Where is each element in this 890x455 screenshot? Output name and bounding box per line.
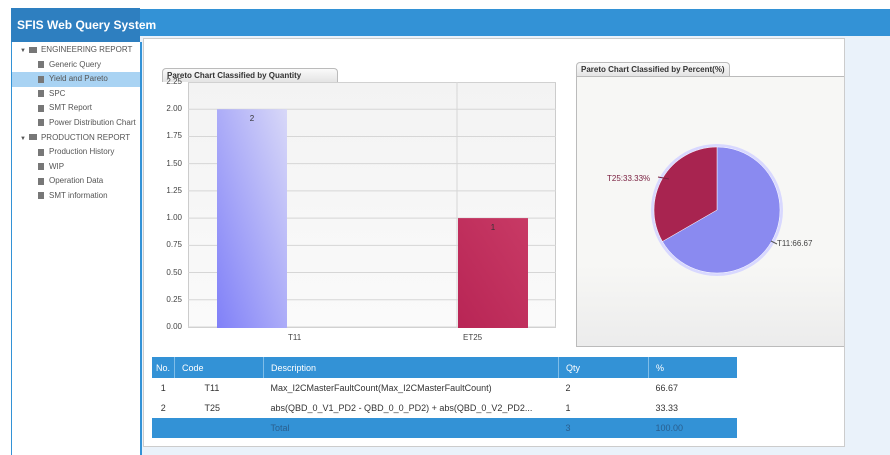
- tree-group[interactable]: ▼ PRODUCTION REPORT: [12, 131, 140, 146]
- tree-item-label: Production History: [49, 147, 115, 157]
- cell-description: abs(QBD_0_V1_PD2 - QBD_0_0_PD2) + abs(QB…: [270, 403, 533, 413]
- cell-description: Max_I2CMasterFaultCount(Max_I2CMasterFau…: [270, 383, 492, 393]
- y-tick-label: 0.00: [166, 322, 182, 331]
- cell-qty: 1: [565, 403, 571, 413]
- y-tick-label: 2.25: [166, 77, 182, 86]
- total-qty: 3: [558, 418, 649, 438]
- tree-item[interactable]: Power Distribution Chart: [12, 116, 140, 131]
- tree-item-label: Power Distribution Chart: [49, 117, 136, 127]
- total-label: Total: [263, 418, 559, 438]
- tree-item[interactable]: SMT Report: [12, 101, 140, 116]
- table-row[interactable]: 1 T11 Max_I2CMasterFaultCount(Max_I2CMas…: [152, 378, 737, 398]
- col-percent[interactable]: %: [648, 357, 738, 378]
- pie-label: T25:33.33%: [607, 174, 650, 183]
- total-percent: 100.00: [648, 418, 738, 438]
- y-tick-label: 1.50: [166, 158, 182, 168]
- cell-code: T25: [204, 403, 221, 413]
- bar-ET25[interactable]: [458, 218, 528, 328]
- expand-arrow-icon[interactable]: ▼: [20, 135, 26, 142]
- tree-item-label: Operation Data: [49, 176, 104, 186]
- tree-group[interactable]: ▼ ENGINEERING REPORT: [12, 43, 140, 58]
- table-row[interactable]: 2 T25 abs(QBD_0_V1_PD2 - QBD_0_0_PD2) + …: [152, 398, 737, 418]
- total-row: Total 3 100.00: [152, 418, 738, 438]
- y-tick-label: 0.50: [166, 267, 182, 277]
- document-icon: [38, 104, 44, 112]
- cell-empty: [152, 418, 175, 438]
- app-title: SFIS Web Query System: [11, 8, 156, 42]
- tree-item-label: SMT information: [49, 190, 108, 200]
- tree-item-label: Yield and Pareto: [49, 74, 108, 84]
- document-icon: [38, 148, 44, 156]
- tree-item-label: SMT Report: [49, 103, 92, 113]
- tree-item[interactable]: Yield and Pareto: [12, 72, 140, 87]
- tree-item[interactable]: Generic Query: [12, 58, 140, 73]
- tree-item[interactable]: SPC: [12, 87, 140, 102]
- y-tick-label: 1.25: [166, 185, 182, 195]
- sidebar-tree: ▼ ENGINEERING REPORT Generic Query Yield an…: [11, 42, 142, 455]
- bar-T11[interactable]: [217, 109, 287, 328]
- folder-icon: [28, 134, 37, 141]
- y-tick-label: 1.75: [166, 131, 182, 141]
- col-qty[interactable]: Qty: [558, 357, 649, 378]
- document-icon: [38, 192, 44, 200]
- col-no[interactable]: No.: [152, 357, 175, 378]
- bar-chart-title: Pareto Chart Classified by Quantity: [162, 68, 338, 82]
- pie-leader-line: [770, 240, 778, 245]
- y-tick-label: 1.00: [166, 213, 182, 223]
- cell-no: 2: [160, 403, 166, 413]
- cell-no: 1: [160, 383, 166, 393]
- document-icon: [38, 163, 44, 171]
- x-tick-label: T11: [288, 333, 302, 342]
- folder-icon: [28, 46, 37, 53]
- cell-code: T11: [204, 383, 220, 393]
- pareto-table: No. Code Description Qty % 1 T11 Max_I2C…: [152, 357, 738, 438]
- expand-arrow-icon[interactable]: ▼: [20, 48, 26, 54]
- pie-label: T11:66.67: [777, 239, 813, 248]
- top-header-bar: [140, 9, 890, 36]
- cell-percent: 33.33: [655, 403, 679, 413]
- document-icon: [38, 90, 44, 98]
- document-icon: [38, 75, 44, 83]
- cell-empty: [174, 418, 264, 438]
- y-tick-label: 0.25: [166, 294, 182, 304]
- document-icon: [38, 177, 44, 185]
- pie-leader-line: [657, 176, 670, 180]
- tree-item-label: SPC: [49, 88, 66, 98]
- tree-group-label: PRODUCTION REPORT: [40, 132, 131, 142]
- pie-chart-title: Pareto Chart Classified by Percent(%): [576, 62, 730, 76]
- col-description[interactable]: Description: [263, 357, 559, 378]
- pie-slice[interactable]: [653, 146, 718, 242]
- cell-qty: 2: [565, 383, 571, 393]
- tree-item-label: WIP: [49, 161, 65, 171]
- bar-data-label: 2: [250, 114, 255, 123]
- x-tick-label: ET25: [463, 333, 483, 342]
- tree-item[interactable]: WIP: [12, 160, 140, 175]
- tree-item[interactable]: SMT information: [12, 189, 140, 204]
- col-code[interactable]: Code: [174, 357, 264, 378]
- bar-data-label: 1: [491, 223, 496, 232]
- document-icon: [38, 119, 44, 127]
- tree-item[interactable]: Operation Data: [12, 174, 140, 189]
- document-icon: [38, 60, 44, 68]
- y-tick-label: 2.00: [166, 104, 182, 114]
- pie-chart-panel: T11:66.67 T25:33.33%: [576, 76, 844, 347]
- tree-item[interactable]: Production History: [12, 145, 140, 160]
- y-tick-label: 0.75: [166, 240, 182, 250]
- cell-percent: 66.67: [655, 383, 679, 393]
- tree-group-label: ENGINEERING REPORT: [40, 45, 133, 54]
- tree-item-label: Generic Query: [49, 59, 102, 69]
